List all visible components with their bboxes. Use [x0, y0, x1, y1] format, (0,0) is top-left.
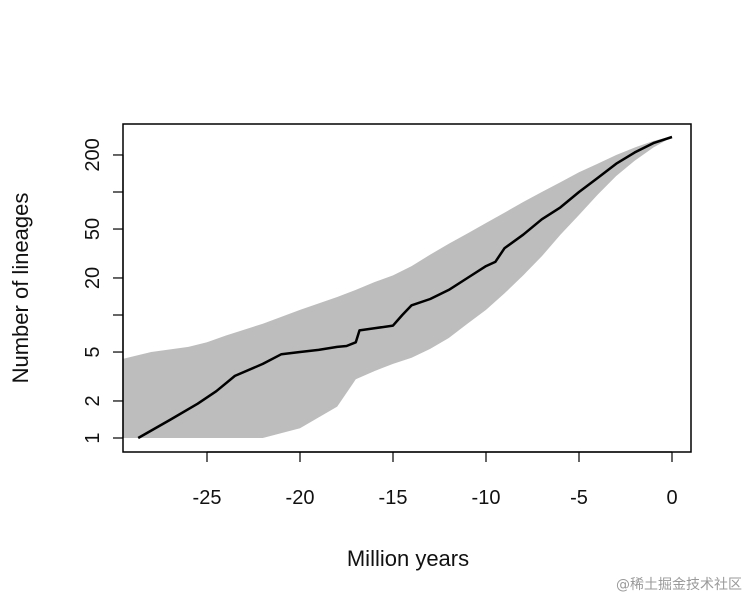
y-tick-label: 2: [82, 395, 104, 406]
x-tick-label: -15: [379, 487, 408, 509]
ltt-line-layer: [137, 135, 673, 440]
y-tick-label: 1: [82, 432, 104, 443]
x-axis: -25 -20 -15 -10 -5 0: [193, 451, 678, 509]
y-tick-label: 20: [82, 267, 104, 289]
x-axis-title: Million years: [347, 546, 469, 571]
y-axis-title: Number of lineages: [8, 193, 33, 384]
x-tick-label: -10: [472, 487, 501, 509]
x-tick-label: -5: [570, 487, 588, 509]
confidence-band: [123, 136, 672, 438]
ltt-line: [137, 135, 673, 440]
y-tick-label: 50: [82, 218, 104, 240]
y-tick-label: 5: [82, 346, 104, 357]
x-tick-label: -25: [193, 487, 222, 509]
watermark: @稀土掘金技术社区: [616, 577, 742, 593]
y-tick-label: 200: [82, 138, 104, 171]
x-tick-label: 0: [666, 487, 677, 509]
x-tick-label: -20: [286, 487, 315, 509]
confidence-band-layer: [123, 136, 672, 438]
y-axis: 1 2 5 20 50 200: [82, 138, 124, 444]
